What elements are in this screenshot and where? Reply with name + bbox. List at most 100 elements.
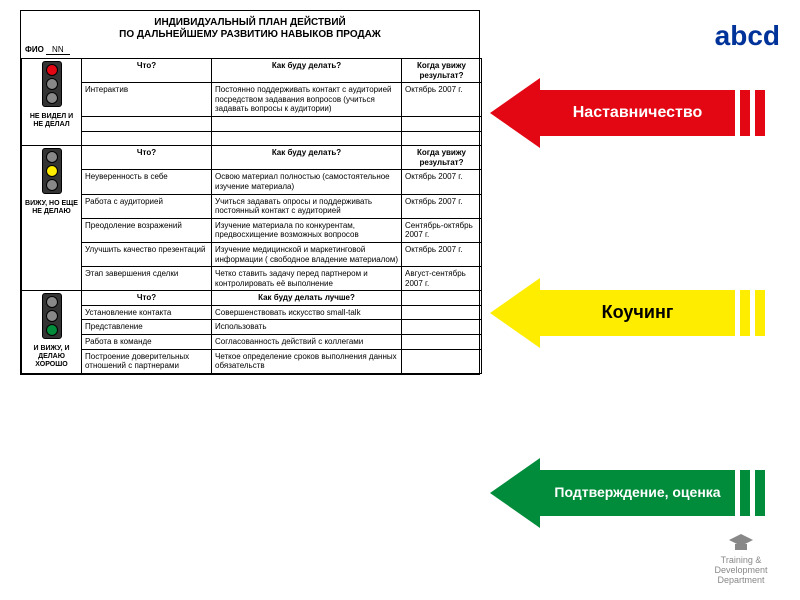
red-lamp [46, 64, 58, 76]
table-cell: Представление [82, 320, 212, 335]
yellow-lamp [46, 78, 58, 90]
table-cell: Октябрь 2007 г. [402, 242, 482, 266]
green-lamp [46, 92, 58, 104]
column-header: Что? [82, 291, 212, 306]
logo: abcd [715, 20, 780, 52]
traffic-light-cell: И ВИЖУ, И ДЕЛАЮ ХОРОШО [22, 291, 82, 374]
table-row: ИнтерактивПостоянно поддерживать контакт… [22, 83, 482, 117]
table-row: Улучшить качество презентацийИзучение ме… [22, 242, 482, 266]
column-header: Как буду делать? [212, 59, 402, 83]
traffic-light-cell: НЕ ВИДЕЛ И НЕ ДЕЛАЛ [22, 59, 82, 146]
traffic-light-caption: НЕ ВИДЕЛ И НЕ ДЕЛАЛ [25, 113, 78, 128]
table-row: Работа в командеСогласованность действий… [22, 335, 482, 350]
traffic-light-caption: И ВИЖУ, И ДЕЛАЮ ХОРОШО [25, 345, 78, 368]
table-row: Преодоление возраженийИзучение материала… [22, 218, 482, 242]
table-cell: Установление контакта [82, 305, 212, 320]
table-cell [402, 131, 482, 146]
traffic-light-caption: ВИЖУ, НО ЕЩЕ НЕ ДЕЛАЮ [25, 200, 78, 215]
department-label: Training & Development Department [714, 555, 767, 585]
table-cell: Неуверенность в себе [82, 170, 212, 194]
yellow-lamp [46, 310, 58, 322]
table-cell [402, 320, 482, 335]
column-header: Как буду делать? [212, 146, 402, 170]
arrow-label-mentoring: Наставничество [540, 90, 735, 136]
table-cell [212, 131, 402, 146]
traffic-light-icon [42, 61, 62, 107]
table-row: Построение доверительных отношений с пар… [22, 349, 482, 373]
arrow-label-confirmation: Подтверждение, оценка [540, 470, 735, 516]
column-header: Что? [82, 59, 212, 83]
department-badge: Training & Development Department [696, 532, 786, 586]
red-lamp [46, 151, 58, 163]
arrow-stripe [740, 470, 750, 516]
yellow-lamp [46, 165, 58, 177]
fio-label: ФИО [25, 45, 44, 54]
table-row [22, 116, 482, 131]
arrow-coaching: Коучинг [490, 278, 790, 348]
fio-line: ФИО NN [21, 43, 479, 58]
doc-title: ИНДИВИДУАЛЬНЫЙ ПЛАН ДЕЙСТВИЙ ПО ДАЛЬНЕЙШ… [21, 11, 479, 43]
table-cell: Октябрь 2007 г. [402, 83, 482, 117]
arrow-stripe [740, 290, 750, 336]
table-cell: Изучение материала по конкурентам, предв… [212, 218, 402, 242]
table-row: Этап завершения сделкиЧетко ставить зада… [22, 267, 482, 291]
arrow-head-icon [490, 458, 540, 528]
plan-table: НЕ ВИДЕЛ И НЕ ДЕЛАЛЧто?Как буду делать?К… [21, 58, 482, 374]
column-header [402, 291, 482, 306]
table-cell: Август-сентябрь 2007 г. [402, 267, 482, 291]
fio-value: NN [46, 45, 70, 55]
table-cell: Изучение медицинской и маркетинговой инф… [212, 242, 402, 266]
column-header: Что? [82, 146, 212, 170]
arrow-head-icon [490, 278, 540, 348]
plan-document: ИНДИВИДУАЛЬНЫЙ ПЛАН ДЕЙСТВИЙ ПО ДАЛЬНЕЙШ… [20, 10, 480, 375]
arrow-confirmation: Подтверждение, оценка [490, 458, 790, 528]
arrow-stripe [740, 90, 750, 136]
column-header: Когда увижу результат? [402, 59, 482, 83]
table-cell: Построение доверительных отношений с пар… [82, 349, 212, 373]
table-row: ПредставлениеИспользовать [22, 320, 482, 335]
title-line-2: ПО ДАЛЬНЕЙШЕМУ РАЗВИТИЮ НАВЫКОВ ПРОДАЖ [119, 29, 381, 40]
table-cell: Интерактив [82, 83, 212, 117]
table-cell: Совершенствовать искусство small-talk [212, 305, 402, 320]
traffic-light-icon [42, 148, 62, 194]
table-cell: Работа в команде [82, 335, 212, 350]
column-header: Как буду делать лучше? [212, 291, 402, 306]
arrow-stripe [755, 470, 765, 516]
table-cell: Работа с аудиторией [82, 194, 212, 218]
table-cell: Улучшить качество презентаций [82, 242, 212, 266]
green-lamp [46, 324, 58, 336]
table-cell: Использовать [212, 320, 402, 335]
table-cell: Октябрь 2007 г. [402, 170, 482, 194]
table-cell: Этап завершения сделки [82, 267, 212, 291]
table-cell [82, 131, 212, 146]
table-cell [402, 349, 482, 373]
table-cell [212, 116, 402, 131]
table-cell [402, 335, 482, 350]
green-lamp [46, 179, 58, 191]
traffic-light-icon [42, 293, 62, 339]
table-cell: Четко ставить задачу перед партнером и к… [212, 267, 402, 291]
column-header: Когда увижу результат? [402, 146, 482, 170]
graduation-cap-icon [727, 532, 755, 554]
table-cell: Освою материал полностью (самостоятельно… [212, 170, 402, 194]
arrow-mentoring: Наставничество [490, 78, 790, 148]
arrow-stripe [755, 290, 765, 336]
traffic-light-cell: ВИЖУ, НО ЕЩЕ НЕ ДЕЛАЮ [22, 146, 82, 291]
table-cell: Учиться задавать опросы и поддерживать п… [212, 194, 402, 218]
arrow-stripe [755, 90, 765, 136]
table-cell [402, 116, 482, 131]
table-cell: Преодоление возражений [82, 218, 212, 242]
red-lamp [46, 296, 58, 308]
table-cell [82, 116, 212, 131]
table-row: Неуверенность в себеОсвою материал полно… [22, 170, 482, 194]
table-cell: Согласованность действий с коллегами [212, 335, 402, 350]
table-row: Установление контактаСовершенствовать ис… [22, 305, 482, 320]
arrow-head-icon [490, 78, 540, 148]
table-cell [402, 305, 482, 320]
table-row [22, 131, 482, 146]
table-row: Работа с аудиториейУчиться задавать опро… [22, 194, 482, 218]
table-cell: Постоянно поддерживать контакт с аудитор… [212, 83, 402, 117]
table-cell: Сентябрь-октябрь 2007 г. [402, 218, 482, 242]
table-cell: Октябрь 2007 г. [402, 194, 482, 218]
arrow-label-coaching: Коучинг [540, 290, 735, 336]
